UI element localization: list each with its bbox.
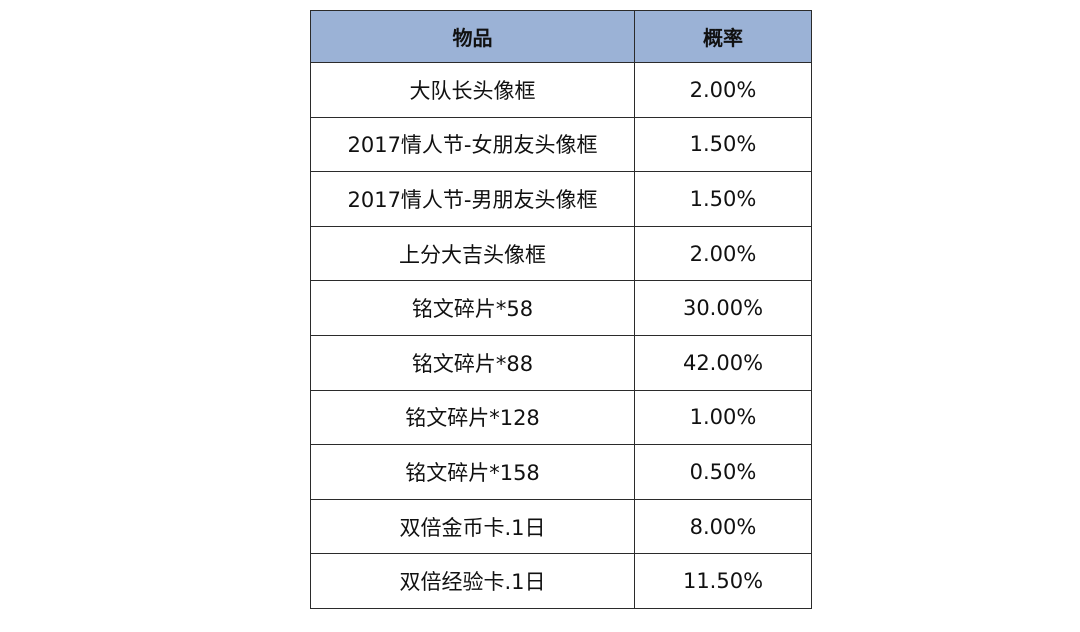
item-cell: 铭文碎片*88 — [310, 334, 635, 391]
item-cell: 铭文碎片*58 — [310, 280, 635, 336]
table-row: 2017情人节-女朋友头像框 1.50% — [310, 116, 812, 173]
table-row: 铭文碎片*158 0.50% — [310, 444, 812, 500]
item-cell: 2017情人节-男朋友头像框 — [310, 171, 635, 227]
table-body: 大队长头像框 2.00% 2017情人节-女朋友头像框 1.50% 2017情人… — [310, 62, 812, 609]
probability-cell: 1.50% — [634, 171, 812, 227]
probability-cell: 2.00% — [634, 225, 812, 282]
table-row: 双倍经验卡.1日 11.50% — [310, 553, 812, 609]
item-cell: 双倍金币卡.1日 — [310, 498, 635, 555]
table-row: 大队长头像框 2.00% — [310, 62, 812, 118]
table-row: 铭文碎片*58 30.00% — [310, 280, 812, 336]
probability-table-container: 物品 概率 大队长头像框 2.00% 2017情人节-女朋友头像框 1.50% … — [310, 10, 812, 609]
table-row: 2017情人节-男朋友头像框 1.50% — [310, 171, 812, 227]
header-probability: 概率 — [634, 10, 812, 63]
probability-cell: 2.00% — [634, 62, 812, 118]
probability-cell: 30.00% — [634, 280, 812, 336]
probability-cell: 1.50% — [634, 116, 812, 173]
item-cell: 双倍经验卡.1日 — [310, 553, 635, 609]
table-row: 铭文碎片*128 1.00% — [310, 389, 812, 446]
item-cell: 铭文碎片*128 — [310, 389, 635, 446]
table-row: 双倍金币卡.1日 8.00% — [310, 498, 812, 555]
probability-cell: 11.50% — [634, 553, 812, 609]
item-cell: 大队长头像框 — [310, 62, 635, 118]
probability-cell: 0.50% — [634, 444, 812, 500]
item-cell: 铭文碎片*158 — [310, 444, 635, 500]
item-cell: 2017情人节-女朋友头像框 — [310, 116, 635, 173]
header-item: 物品 — [310, 10, 635, 63]
probability-table: 物品 概率 大队长头像框 2.00% 2017情人节-女朋友头像框 1.50% … — [310, 10, 812, 609]
table-row: 上分大吉头像框 2.00% — [310, 225, 812, 282]
table-row: 铭文碎片*88 42.00% — [310, 334, 812, 391]
probability-cell: 8.00% — [634, 498, 812, 555]
probability-cell: 1.00% — [634, 389, 812, 446]
item-cell: 上分大吉头像框 — [310, 225, 635, 282]
probability-cell: 42.00% — [634, 334, 812, 391]
header-row: 物品 概率 — [310, 10, 812, 63]
table-header: 物品 概率 — [310, 10, 812, 63]
